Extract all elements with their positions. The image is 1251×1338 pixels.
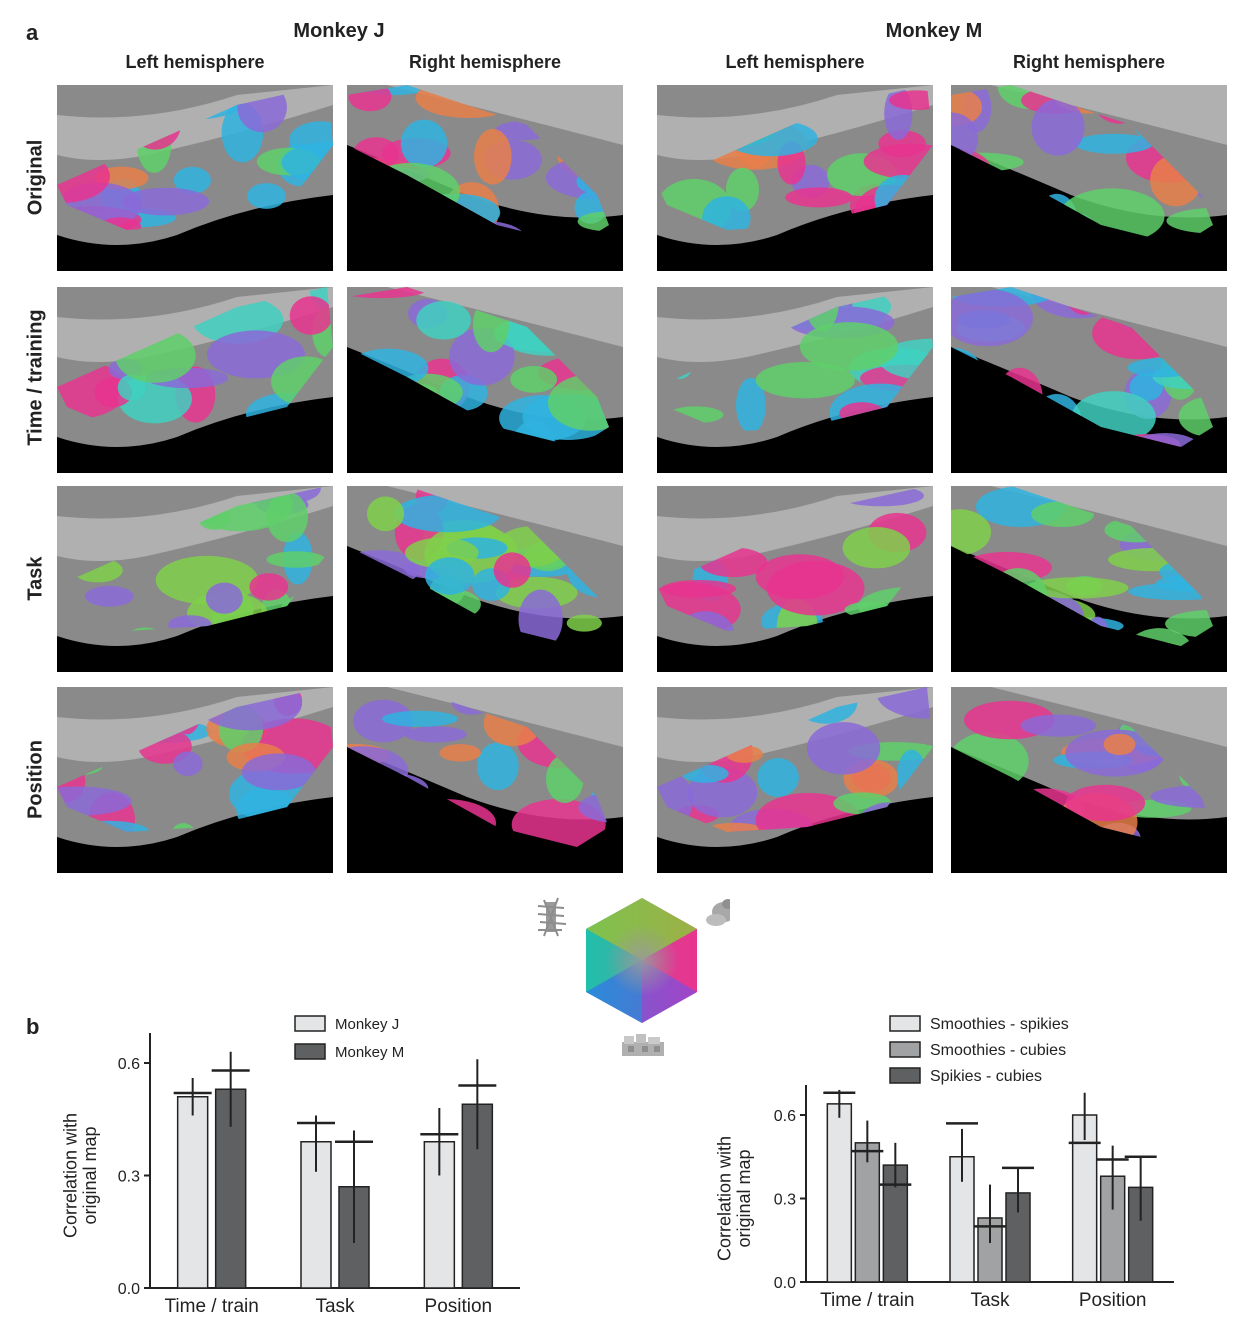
- cubie-object-icon: [622, 1034, 664, 1056]
- chart1-ytick-label-1: 0.3: [118, 1169, 140, 1186]
- chart2-legend-label-1: Smoothies - cubies: [930, 1042, 1066, 1059]
- brain-map-r1-c3: [951, 287, 1227, 473]
- chart2-ytick-label-1: 0.3: [774, 1192, 796, 1209]
- brain-map-r1-c2: [657, 287, 933, 473]
- chart-monkeys: 0.0 0.3 0.6 Correlation withoriginal map Tim…: [60, 1015, 520, 1317]
- brain-map-r0-c2: [657, 85, 933, 271]
- chart2-category-label-1: Task: [970, 1290, 1010, 1311]
- brain-map-r1-c0: [57, 287, 333, 473]
- brain-map-r1-c1: [347, 287, 623, 473]
- chart1-ytick-label-0: 0.0: [118, 1281, 140, 1298]
- chart1-category-label-1: Task: [315, 1296, 355, 1317]
- brain-map-r3-c0: [57, 687, 333, 873]
- chart2-bar-0-0: [826, 1103, 853, 1283]
- monkey-m-right-hemisphere-label: Right hemisphere: [1012, 52, 1166, 72]
- chart1-ylabel: Correlation withoriginal map: [60, 1113, 100, 1238]
- chart1-legend-swatch-0: [294, 1015, 326, 1032]
- monkey-j-left-hemisphere-label: Left hemisphere: [125, 52, 265, 72]
- brain-map-r3-c1: [347, 687, 623, 873]
- chart-object-pairs: 0.0 0.3 0.6 Correlation withoriginal map Tim…: [714, 1015, 1174, 1311]
- chart2-legend-label-0: Smoothies - spikies: [930, 1016, 1069, 1033]
- monkey-j-title: Monkey J: [293, 20, 385, 42]
- brain-map-r0-c0: [57, 85, 333, 271]
- brain-map-r0-c1: [347, 85, 623, 271]
- chart1-ytick-label-2: 0.6: [118, 1056, 140, 1073]
- spiky-object-icon: [537, 897, 567, 937]
- chart2-legend-label-2: Spikies - cubies: [930, 1068, 1042, 1085]
- chart1-bar-0-0: [176, 1096, 209, 1289]
- smooth-object-icon: [706, 899, 730, 926]
- chart1-bar-2-1: [461, 1103, 494, 1289]
- row-label-task: Task: [24, 556, 47, 601]
- brain-map-r3-c2: [657, 687, 933, 873]
- chart2-bar-2-0: [1071, 1114, 1098, 1283]
- brain-map-r2-c0: [57, 486, 333, 672]
- chart2-category-label-2: Position: [1079, 1290, 1147, 1311]
- monkey-m-title: Monkey M: [885, 20, 983, 42]
- chart2-legend-swatch-2: [889, 1067, 921, 1084]
- chart2-ytick-label-2: 0.6: [774, 1108, 796, 1125]
- hexagon-center: [606, 924, 678, 996]
- chart2-ytick-label-0: 0.0: [774, 1275, 796, 1292]
- chart1-legend-label-0: Monkey J: [335, 1016, 399, 1033]
- row-label-time-training: Time / training: [24, 309, 47, 446]
- chart2-legend-swatch-0: [889, 1015, 921, 1032]
- panel-a-letter: a: [26, 20, 39, 45]
- chart2-bar-0-1: [854, 1142, 881, 1283]
- chart1-legend-label-1: Monkey M: [335, 1044, 404, 1061]
- monkey-j-right-hemisphere-label: Right hemisphere: [408, 52, 562, 72]
- monkey-m-left-hemisphere-label: Left hemisphere: [725, 52, 865, 72]
- brain-map-r2-c2: [657, 486, 933, 672]
- brain-map-r0-c3: [951, 85, 1227, 271]
- chart1-category-label-0: Time / train: [165, 1296, 259, 1317]
- row-label-original: Original: [24, 139, 47, 216]
- panel-b-letter: b: [26, 1014, 40, 1039]
- brain-map-r2-c3: [951, 486, 1227, 672]
- color-hexagon-legend: [537, 897, 730, 1056]
- row-label-position: Position: [24, 740, 47, 819]
- chart2-category-label-0: Time / train: [820, 1290, 914, 1311]
- chart1-legend-swatch-1: [294, 1043, 326, 1060]
- chart1-category-label-2: Position: [425, 1296, 493, 1317]
- brain-map-r2-c1: [347, 486, 623, 672]
- brain-map-r3-c3: [951, 687, 1227, 873]
- chart2-ylabel: Correlation withoriginal map: [714, 1136, 754, 1261]
- chart2-legend-swatch-1: [889, 1041, 921, 1058]
